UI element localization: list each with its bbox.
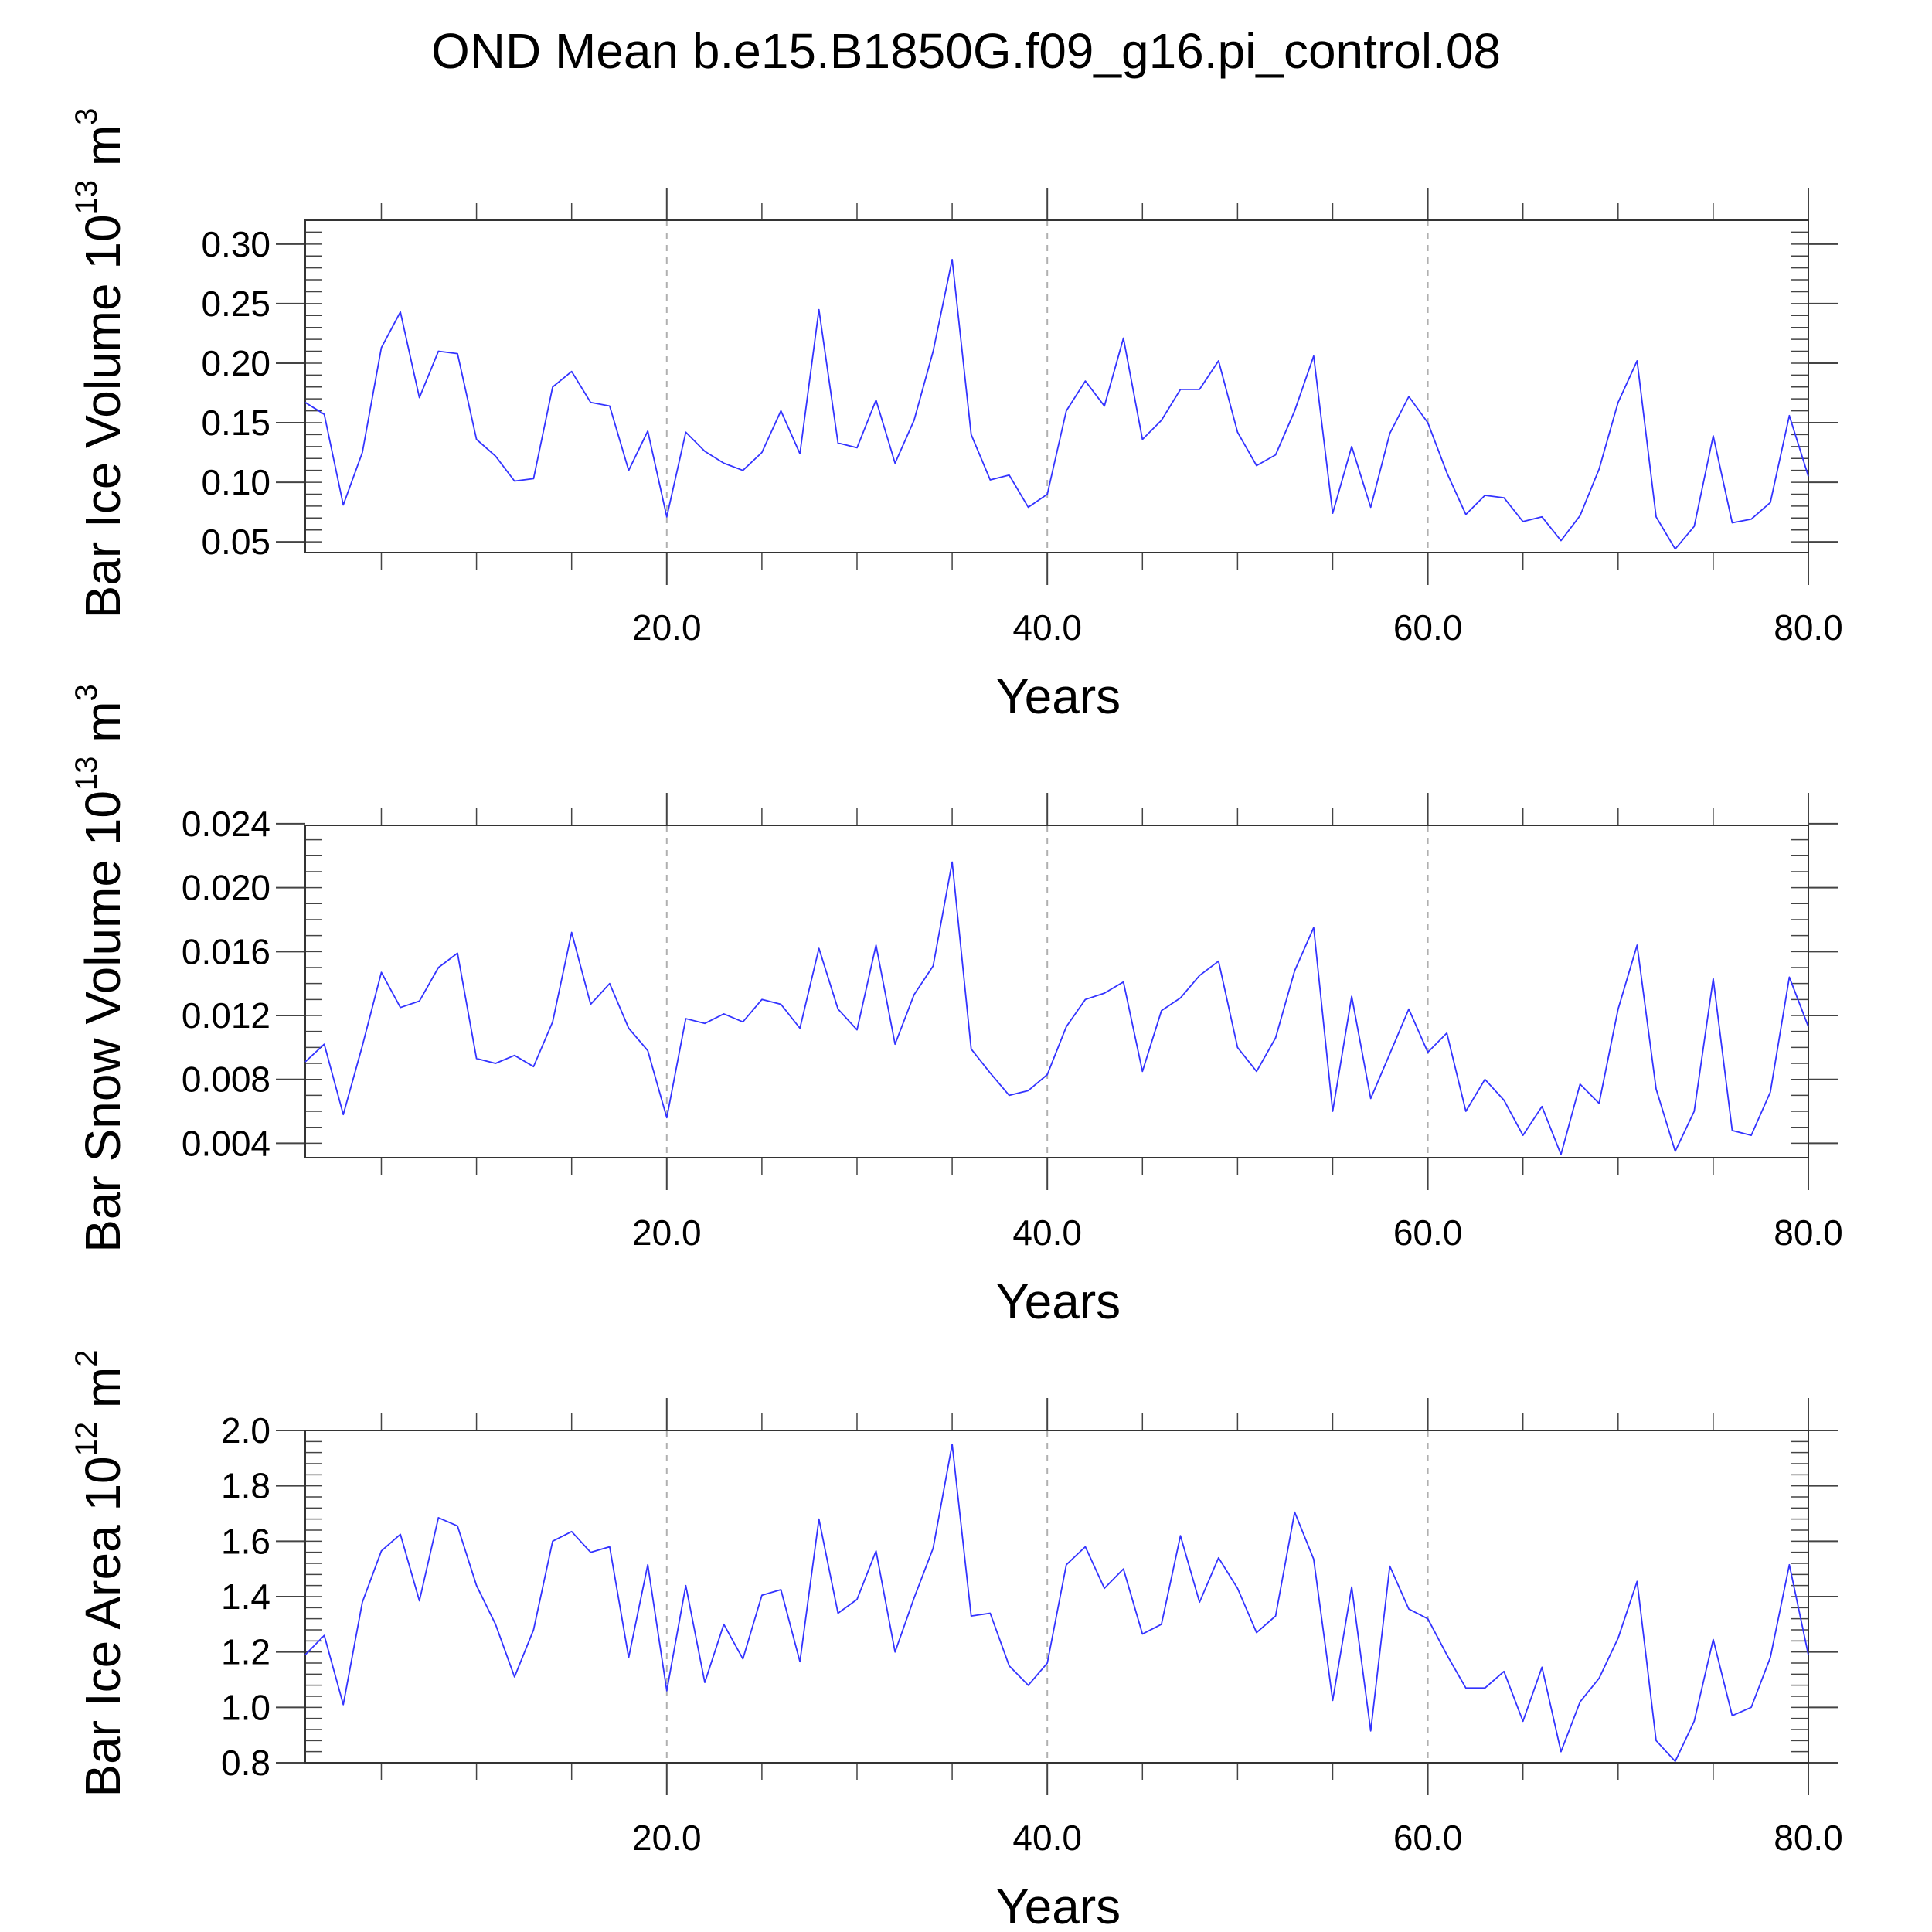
x-tick-label: 40.0 xyxy=(1012,1213,1082,1253)
x-axis-label: Years xyxy=(996,668,1121,724)
y-tick-label: 0.008 xyxy=(182,1060,270,1100)
x-tick-label: 20.0 xyxy=(632,1818,702,1858)
plot-frame xyxy=(304,1430,1809,1764)
y-tick-label: 0.05 xyxy=(201,522,270,562)
y-tick-label: 0.004 xyxy=(182,1123,270,1163)
x-tick-label: 80.0 xyxy=(1774,1213,1843,1253)
y-tick-label: 0.25 xyxy=(201,284,270,324)
panel-1: 0.05 0.10 0.15 0.20 0.25 0.30 20.0 40.0 60.0 80.0… xyxy=(70,108,1843,724)
y-axis-label: Bar Ice Area 1012 m2 xyxy=(70,1350,131,1798)
x-axis-label: Years xyxy=(996,1879,1121,1932)
x-tick-label: 20.0 xyxy=(632,1213,702,1253)
y-axis-label: Bar Ice Volume 1013 m3 xyxy=(70,108,131,619)
y-tick-label: 0.8 xyxy=(221,1743,270,1783)
x-tick-label: 80.0 xyxy=(1774,1818,1843,1858)
y-tick-label: 0.10 xyxy=(201,462,270,502)
x-tick-label: 20.0 xyxy=(632,607,702,648)
x-tick-label: 60.0 xyxy=(1393,1818,1463,1858)
x-tick-label: 40.0 xyxy=(1012,1818,1082,1858)
y-tick-label: 0.024 xyxy=(182,804,270,844)
series-line xyxy=(304,861,1809,1155)
y-tick-label: 0.016 xyxy=(182,931,270,971)
x-axis-label: Years xyxy=(996,1274,1121,1329)
y-tick-label: 1.0 xyxy=(221,1687,270,1727)
plot-frame xyxy=(304,219,1809,553)
y-tick-label: 1.8 xyxy=(221,1466,270,1506)
y-tick-label: 0.012 xyxy=(182,995,270,1036)
y-tick-label: 0.020 xyxy=(182,868,270,908)
figure-title: OND Mean b.e15.B1850G.f09_g16.pi_control… xyxy=(431,23,1501,79)
series-line xyxy=(304,1444,1809,1763)
y-tick-label: 0.30 xyxy=(201,224,270,264)
panel-2: 0.004 0.008 0.012 0.016 0.020 0.024 20.0 40.0 60… xyxy=(70,684,1843,1329)
panel-3: 0.8 1.0 1.2 1.4 1.6 1.8 2.0 20.0 40.0 60.0 80.0 Yea… xyxy=(70,1350,1843,1932)
series-line xyxy=(304,258,1809,550)
plot-frame xyxy=(304,825,1809,1158)
y-tick-label: 0.15 xyxy=(201,403,270,443)
x-tick-label: 60.0 xyxy=(1393,607,1463,648)
y-axis-label: Bar Snow Volume 1013 m3 xyxy=(70,684,131,1253)
x-tick-label: 40.0 xyxy=(1012,607,1082,648)
y-tick-label: 1.2 xyxy=(221,1632,270,1672)
x-tick-label: 60.0 xyxy=(1393,1213,1463,1253)
y-tick-label: 0.20 xyxy=(201,343,270,383)
x-tick-label: 80.0 xyxy=(1774,607,1843,648)
y-tick-label: 1.6 xyxy=(221,1521,270,1561)
y-tick-label: 2.0 xyxy=(221,1410,270,1451)
y-tick-label: 1.4 xyxy=(221,1577,270,1617)
